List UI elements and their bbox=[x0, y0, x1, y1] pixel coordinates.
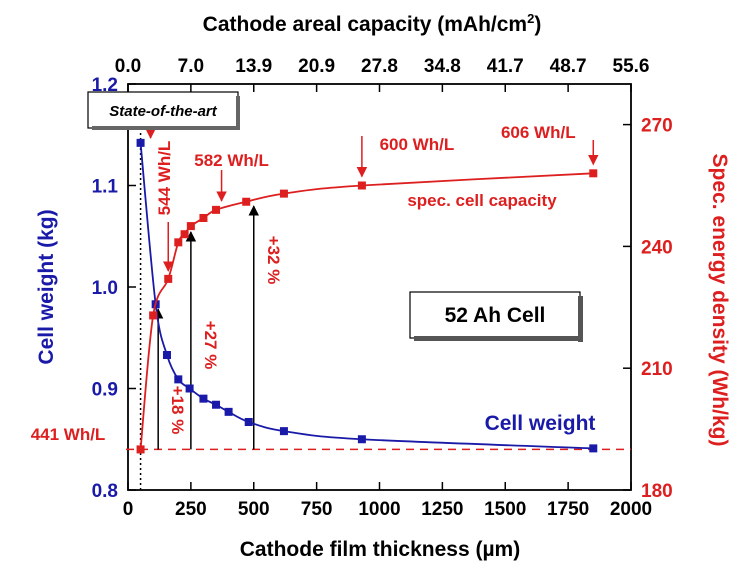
left-axis-ticks: 0.8 0.9 1.0 1.1 1.2 bbox=[92, 75, 136, 502]
cell-weight-marker bbox=[224, 407, 233, 416]
top-axis-title-end: ) bbox=[534, 13, 541, 36]
capacity-marker bbox=[164, 274, 173, 283]
cell-box: 52 Ah Cell bbox=[409, 291, 583, 342]
state-of-the-art-label: State-of-the-art bbox=[109, 103, 218, 120]
capacity-marker bbox=[212, 205, 221, 214]
gain-label: +27 % bbox=[201, 321, 220, 370]
bottom-tick-label: 1250 bbox=[421, 499, 463, 520]
callout-label: 606 Wh/L bbox=[501, 123, 576, 142]
cell-weight-marker bbox=[589, 444, 598, 453]
capacity-marker bbox=[199, 213, 208, 222]
left-tick-label: 1.2 bbox=[92, 75, 118, 96]
right-tick-label: 210 bbox=[641, 359, 673, 380]
bottom-tick-label: 1750 bbox=[547, 499, 589, 520]
right-tick-label: 180 bbox=[641, 481, 673, 502]
top-tick-label: 55.6 bbox=[613, 56, 650, 77]
bottom-tick-label: 0 bbox=[123, 499, 134, 520]
bottom-tick-label: 500 bbox=[238, 499, 270, 520]
top-tick-label: 48.7 bbox=[550, 56, 587, 77]
weight-series-label: Cell weight bbox=[485, 412, 596, 435]
left-axis-title: Cell weight (kg) bbox=[35, 209, 58, 364]
top-axis-title-main: Cathode areal capacity (mAh/cm bbox=[203, 13, 527, 36]
right-axis-ticks: 180 210 240 270 bbox=[623, 116, 673, 502]
left-tick-label: 1.1 bbox=[92, 177, 119, 198]
capacity-marker bbox=[149, 311, 158, 320]
capacity-marker bbox=[242, 197, 251, 206]
top-tick-label: 27.8 bbox=[361, 56, 398, 77]
cell-weight-marker bbox=[174, 375, 183, 384]
left-tick-label: 1.0 bbox=[92, 278, 118, 299]
left-tick-label: 0.8 bbox=[92, 481, 118, 502]
cell-weight-marker bbox=[185, 384, 194, 393]
bottom-tick-label: 1000 bbox=[358, 499, 400, 520]
cell-weight-marker bbox=[357, 435, 366, 444]
right-tick-label: 240 bbox=[641, 237, 673, 258]
gain-label: +18 % bbox=[168, 386, 187, 435]
capacity-marker bbox=[279, 189, 288, 198]
right-axis-title: Spec. energy density (Wh/kg) bbox=[708, 154, 731, 447]
gain-arrows: +18 % +27 % +32 % bbox=[152, 205, 283, 450]
bottom-tick-label: 2000 bbox=[610, 499, 652, 520]
baseline-label: 441 Wh/L bbox=[31, 425, 106, 444]
bottom-tick-label: 750 bbox=[301, 499, 333, 520]
gain-label: +32 % bbox=[264, 236, 283, 285]
right-tick-label: 270 bbox=[641, 116, 673, 137]
top-axis-ticks: 0.0 7.0 13.9 20.9 27.8 34.8 41.7 48.7 55.6 bbox=[115, 56, 650, 92]
top-axis-title: Cathode areal capacity (mAh/cm2) bbox=[203, 11, 542, 36]
left-tick-label: 0.9 bbox=[92, 380, 118, 401]
top-tick-label: 0.0 bbox=[115, 56, 141, 77]
capacity-markers bbox=[136, 169, 598, 454]
top-tick-label: 34.8 bbox=[424, 56, 461, 77]
capacity-marker bbox=[136, 445, 145, 454]
cell-weight-marker bbox=[279, 427, 288, 436]
capacity-marker bbox=[180, 230, 189, 239]
callout-label: 582 Wh/L bbox=[194, 151, 269, 170]
top-tick-label: 13.9 bbox=[235, 56, 272, 77]
bottom-tick-label: 250 bbox=[175, 499, 207, 520]
cell-weight-marker bbox=[244, 417, 253, 426]
capacity-marker bbox=[174, 238, 183, 247]
top-axis-title-sup: 2 bbox=[527, 11, 534, 26]
cell-weight-marker bbox=[212, 400, 221, 409]
capacity-marker bbox=[186, 222, 195, 231]
cell-box-label: 52 Ah Cell bbox=[445, 304, 546, 327]
cell-weight-marker bbox=[136, 138, 145, 147]
top-tick-label: 20.9 bbox=[298, 56, 335, 77]
callout-label: 600 Wh/L bbox=[380, 135, 455, 154]
capacity-marker bbox=[357, 181, 366, 190]
callout-label: 544 Wh/L bbox=[155, 141, 174, 216]
x-axis-title: Cathode film thickness (µm) bbox=[240, 538, 520, 561]
bottom-tick-label: 1500 bbox=[484, 499, 526, 520]
bottom-axis-ticks: 0 250 500 750 1000 1250 1500 1750 2000 bbox=[123, 482, 652, 520]
capacity-series-label: spec. cell capacity bbox=[407, 191, 557, 210]
cell-weight-marker bbox=[162, 351, 171, 360]
cell-weight-marker bbox=[199, 394, 208, 403]
top-tick-label: 41.7 bbox=[487, 56, 524, 77]
top-tick-label: 7.0 bbox=[178, 56, 204, 77]
state-of-the-art-box: State-of-the-art bbox=[87, 91, 240, 130]
capacity-marker bbox=[589, 169, 598, 178]
